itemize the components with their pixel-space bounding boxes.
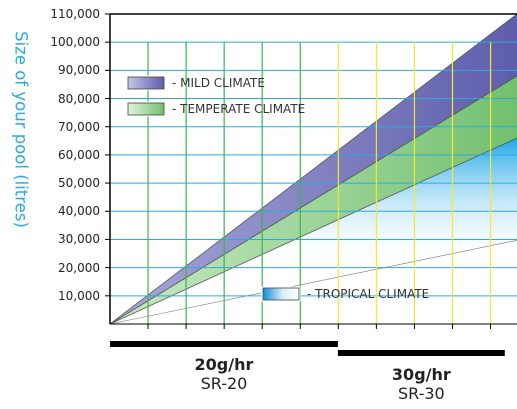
legend-swatch-1 — [127, 102, 165, 116]
model-range-bar-1 — [337, 350, 505, 356]
y-tick-label: 70,000 — [58, 119, 100, 134]
series-line-0 — [110, 14, 517, 324]
model-sr30-name: SR-30 — [397, 384, 445, 403]
y-tick-label: 80,000 — [58, 91, 100, 106]
y-tick-label: 100,000 — [50, 35, 100, 50]
y-tick-label: 90,000 — [58, 63, 100, 78]
y-tick-label: 20,000 — [58, 260, 100, 275]
y-tick-label: 40,000 — [58, 204, 100, 219]
y-tick-label: 110,000 — [50, 7, 100, 21]
legend-label-tropical: - TROPICAL CLIMATE — [307, 287, 430, 301]
y-tick-label: 10,000 — [58, 288, 100, 303]
y-tick-label: 60,000 — [58, 147, 100, 162]
model-sr20-name: SR-20 — [200, 374, 248, 393]
series-line-lower — [110, 240, 517, 324]
y-tick-label: 30,000 — [58, 232, 100, 247]
series-line-2 — [110, 137, 517, 324]
model-range-bar-0 — [110, 341, 338, 347]
legend-swatch-2 — [262, 287, 300, 301]
legend-swatch-0 — [127, 76, 165, 90]
series-line-1 — [110, 75, 517, 324]
y-tick-label: 50,000 — [58, 176, 100, 191]
model-sr20-rate: 20g/hr — [194, 355, 254, 374]
model-sr20: 20g/hr SR-20 — [164, 356, 284, 394]
model-sr30-rate: 30g/hr — [391, 365, 451, 384]
legend-label-temperate: - TEMPERATE CLIMATE — [172, 102, 306, 116]
model-sr30: 30g/hr SR-30 — [361, 366, 481, 404]
legend-label-mild: - MILD CLIMATE — [172, 76, 265, 90]
